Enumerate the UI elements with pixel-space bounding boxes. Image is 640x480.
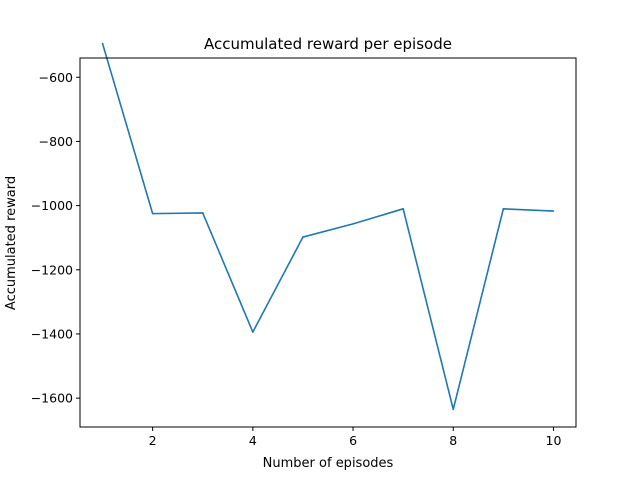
data-point [302, 236, 304, 238]
data-point [201, 212, 204, 214]
series-line [101, 43, 554, 411]
x-tick-label: 2 [149, 433, 157, 448]
data-point [352, 223, 354, 225]
y-tick-label: −1000 [31, 198, 73, 213]
x-tick-label: 4 [249, 433, 257, 448]
data-point [402, 208, 404, 210]
y-tick-label: −1600 [31, 391, 73, 406]
plot-marks [101, 42, 555, 411]
y-tick-label: −1400 [31, 326, 73, 341]
y-axis-ticks: −1600 −1400 −1200 −1000 −800 −600 [31, 70, 80, 406]
plot-frame [79, 57, 577, 428]
y-axis-label: Accumulated reward [4, 176, 19, 310]
y-tick-label: −800 [39, 134, 73, 149]
data-point [502, 208, 505, 210]
x-axis-label: Number of episodes [263, 456, 394, 471]
x-axis-ticks: 2 4 6 8 10 [149, 427, 562, 448]
chart-title: Accumulated reward per episode [204, 35, 452, 53]
data-point [151, 212, 154, 215]
data-point [452, 408, 455, 411]
x-tick-label: 10 [546, 433, 562, 448]
data-point [101, 42, 104, 45]
y-tick-label: −1200 [31, 262, 73, 277]
data-point [252, 331, 254, 333]
y-tick-label: −600 [39, 70, 73, 85]
x-tick-label: 8 [449, 433, 457, 448]
data-point [552, 210, 555, 212]
x-tick-label: 6 [349, 433, 357, 448]
